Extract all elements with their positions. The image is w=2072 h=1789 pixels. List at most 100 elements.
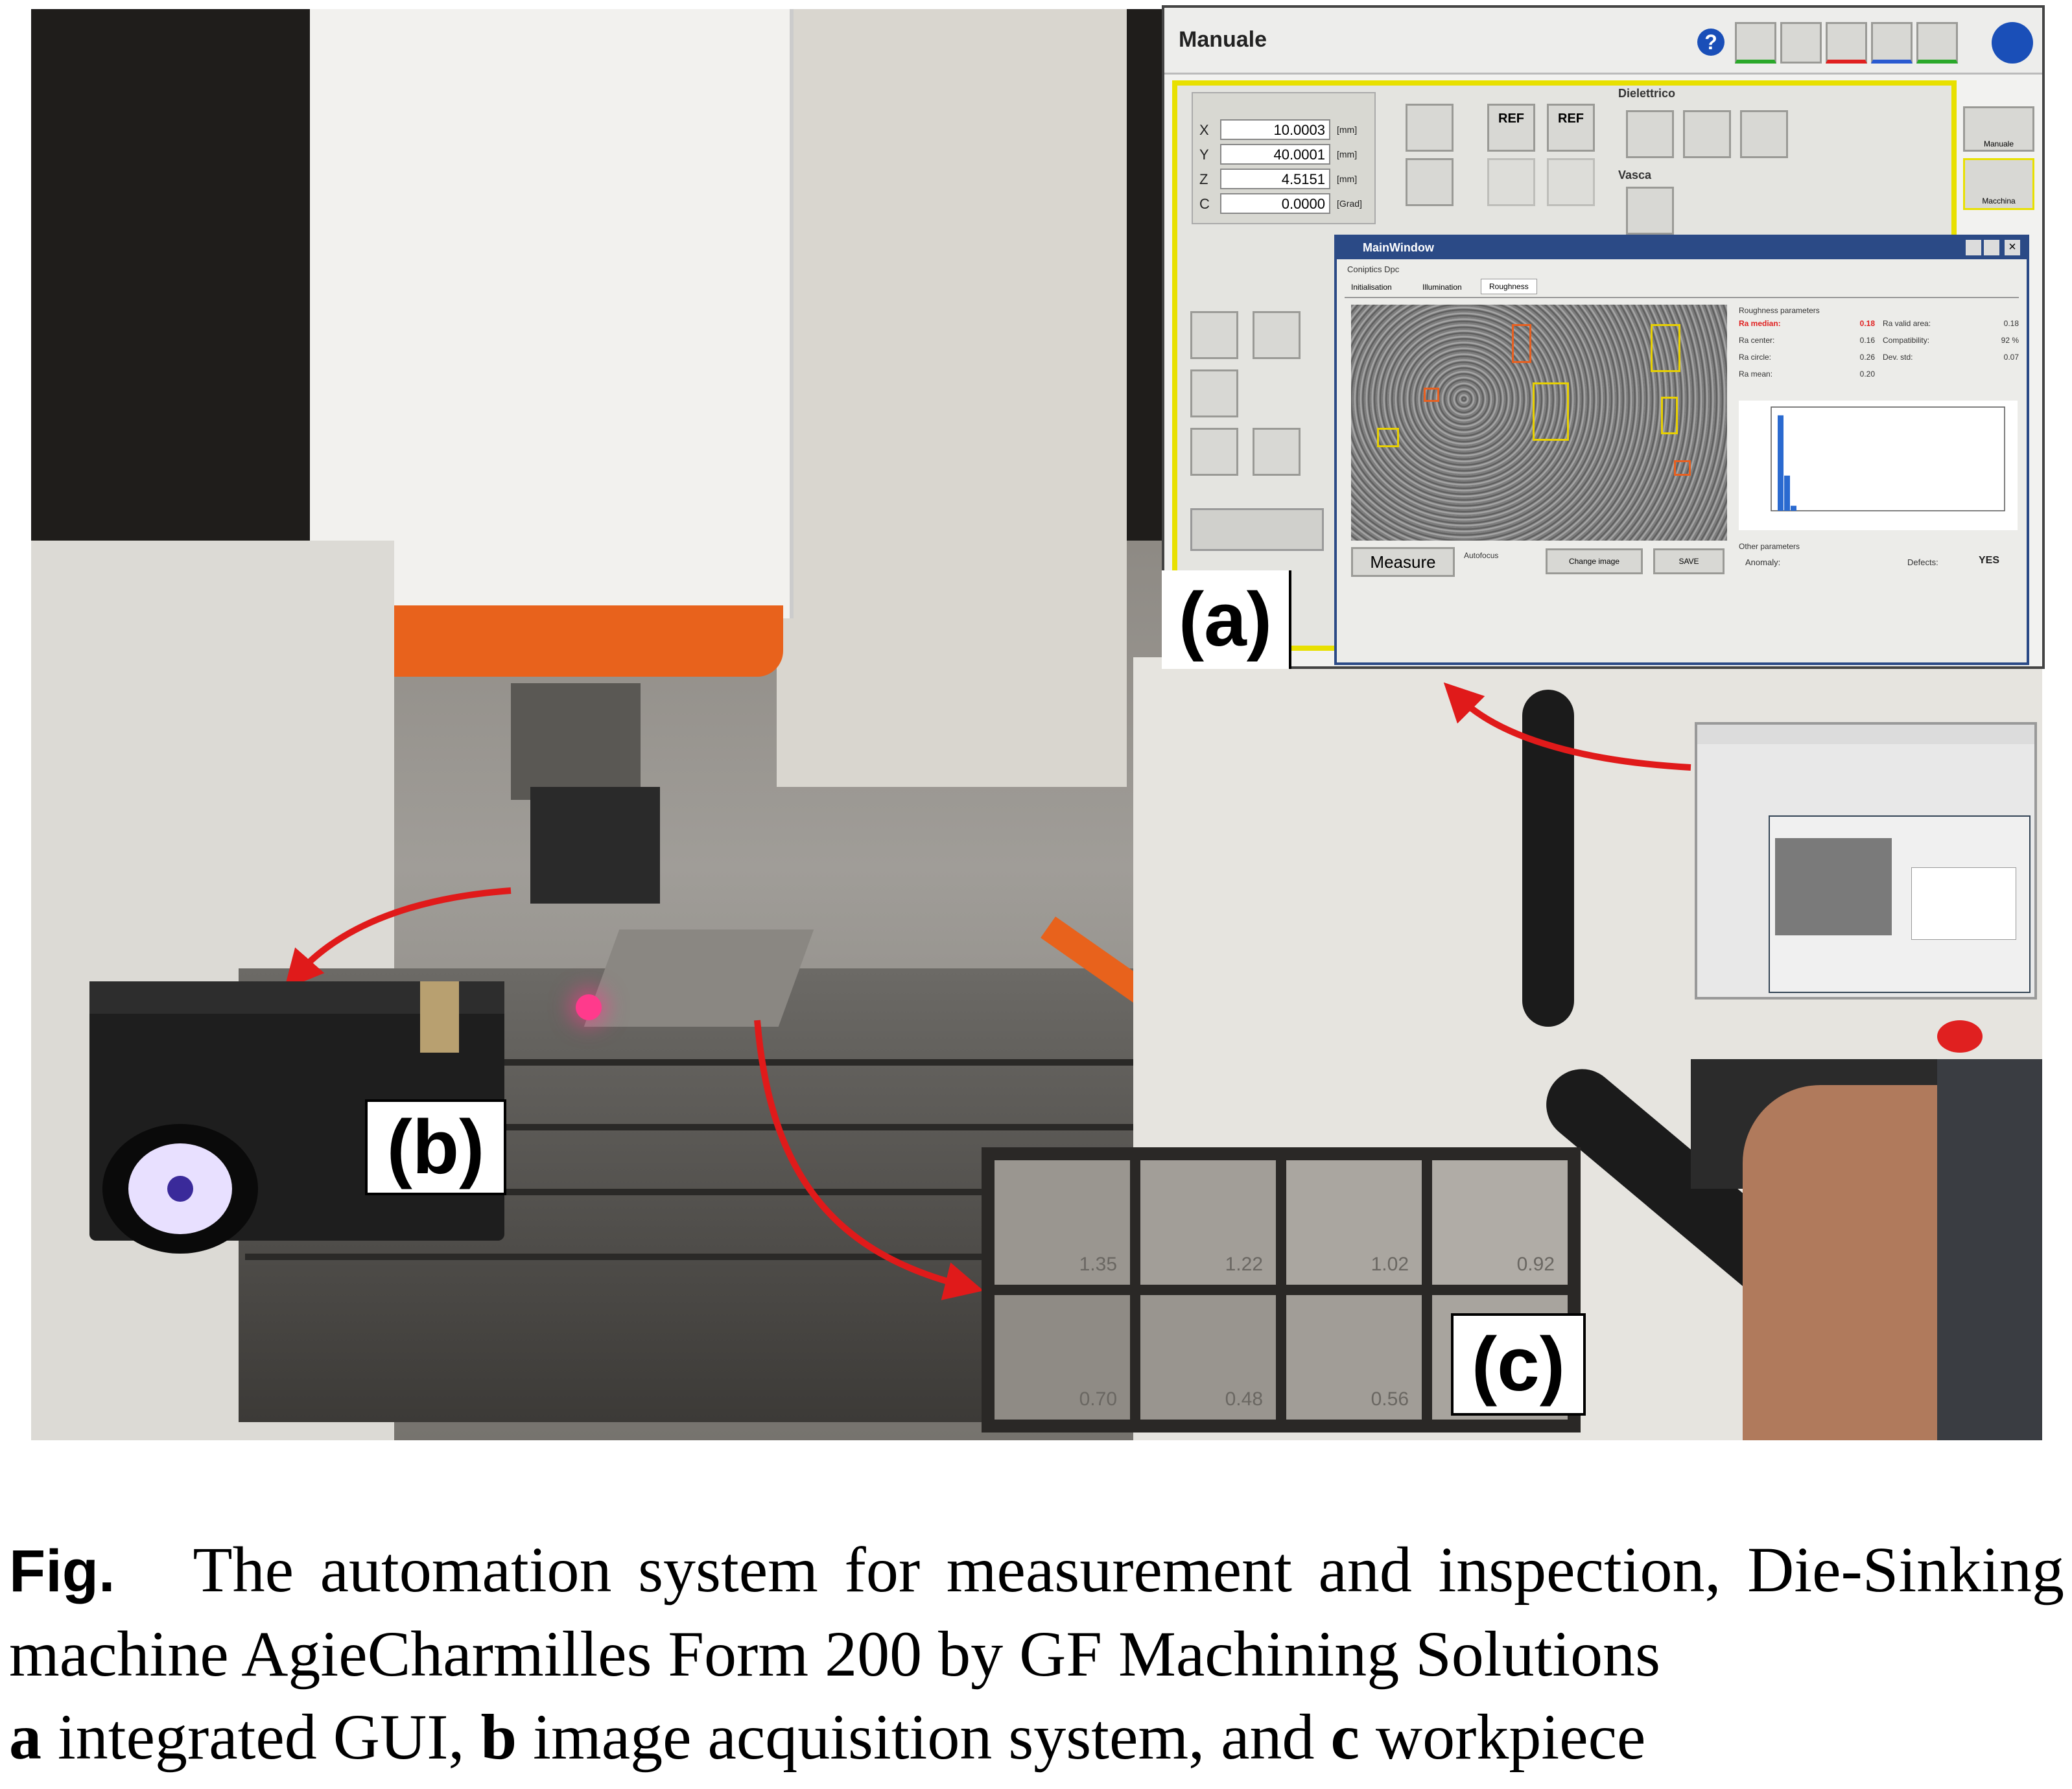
camera-lens xyxy=(167,1176,193,1202)
param-label: Ra median: xyxy=(1739,319,1781,328)
axis-unit: [mm] xyxy=(1337,149,1358,159)
small-monitor-titlebar xyxy=(1697,725,2034,744)
small-monitor-image xyxy=(1775,838,1892,935)
param-row: Compatibility: 92 % xyxy=(1883,336,2019,353)
defects-value: YES xyxy=(1979,555,2000,566)
toolbar-button-3[interactable] xyxy=(1826,22,1867,64)
measure-button[interactable]: Measure xyxy=(1351,547,1455,577)
dielectric-button[interactable] xyxy=(1626,110,1674,158)
workpiece-value: 0.92 xyxy=(1516,1254,1555,1275)
caption-bold-a: a xyxy=(9,1701,41,1773)
sidebar-manuale-button[interactable]: Manuale xyxy=(1963,106,2034,152)
camera-mount xyxy=(530,787,660,904)
maximize-button[interactable] xyxy=(1984,240,1999,255)
vasca-button[interactable] xyxy=(1626,187,1674,235)
autofocus-checkbox[interactable]: Autofocus xyxy=(1464,551,1499,560)
workpiece-cell: 1.35 xyxy=(995,1160,1130,1285)
dielectric-button[interactable] xyxy=(1683,110,1731,158)
sidebar-macchina-button[interactable]: Macchina xyxy=(1963,158,2034,210)
close-button[interactable]: × xyxy=(2005,240,2020,255)
speed-slider[interactable] xyxy=(1190,508,1324,551)
toolbar-button-5[interactable] xyxy=(1916,22,1958,64)
caption-text-b: image acquisition system, and xyxy=(517,1701,1331,1773)
help-icon[interactable]: ? xyxy=(1697,29,1725,56)
param-value: 0.07 xyxy=(2003,353,2019,362)
workpiece-cell: 1.22 xyxy=(1140,1160,1276,1285)
workpiece-cell: 0.56 xyxy=(1286,1295,1422,1420)
minimize-button[interactable] xyxy=(1966,240,1981,255)
axis-row: C 0.0000 [Grad] xyxy=(1198,193,1373,215)
axis-row: X 10.0003 [mm] xyxy=(1198,119,1373,141)
histogram-bar xyxy=(1791,506,1796,511)
annotation-arrows xyxy=(284,682,1691,1300)
axis-row: Y 40.0001 [mm] xyxy=(1198,144,1373,166)
panel-a-label: (a) xyxy=(1162,570,1291,669)
tab-bar: Initialisation Illumination Roughness xyxy=(1345,279,2019,298)
jog-button[interactable] xyxy=(1190,428,1238,476)
emergency-button xyxy=(1937,1020,1983,1053)
caption-bold-b: b xyxy=(480,1701,517,1773)
function-button[interactable] xyxy=(1547,158,1595,206)
jog-button[interactable] xyxy=(1190,311,1238,359)
function-button[interactable] xyxy=(1406,158,1454,206)
jog-button[interactable] xyxy=(1253,311,1301,359)
param-value: 0.26 xyxy=(1859,353,1875,362)
change-image-button[interactable]: Change image xyxy=(1546,548,1643,574)
tab-illumination[interactable]: Illumination xyxy=(1422,283,1462,292)
arrow-to-camera xyxy=(284,887,512,990)
caption-text-c: workpiece xyxy=(1359,1701,1646,1773)
defect-marker xyxy=(1674,460,1691,476)
table-rail xyxy=(245,1124,1192,1130)
vasca-label: Vasca xyxy=(1618,169,1652,181)
ref-button[interactable]: REF xyxy=(1487,104,1535,152)
gui-titlebar: Manuale ? xyxy=(1164,8,2042,75)
histogram-bar xyxy=(1784,475,1790,511)
param-row: Ra valid area: 0.18 xyxy=(1883,319,2019,336)
surface-image xyxy=(1351,305,1727,541)
dielectric-button[interactable] xyxy=(1740,110,1788,158)
function-button[interactable] xyxy=(1406,104,1454,152)
machine-frame xyxy=(777,9,1127,787)
save-button[interactable]: SAVE xyxy=(1653,548,1725,574)
param-row: Ra center: 0.16 xyxy=(1739,336,1875,353)
workpiece-value: 1.02 xyxy=(1371,1254,1409,1275)
main-window-titlebar: MainWindow × xyxy=(1337,237,2027,259)
workpiece-value: 0.56 xyxy=(1371,1388,1409,1410)
param-row: Ra mean: 0.20 xyxy=(1739,369,1875,386)
spindle-head xyxy=(511,683,641,800)
toolbar-button-4[interactable] xyxy=(1871,22,1913,64)
jog-button[interactable] xyxy=(1253,428,1301,476)
toolbar-button-1[interactable] xyxy=(1735,22,1776,64)
app-logo-icon[interactable] xyxy=(1992,22,2033,64)
ref-label: REF xyxy=(1558,111,1584,126)
histogram-axes xyxy=(1771,406,2005,511)
small-monitor xyxy=(1695,722,2037,1000)
workpiece-value: 1.35 xyxy=(1079,1254,1117,1275)
menu-bar[interactable]: Coniptics Dpc xyxy=(1347,264,1400,274)
tab-initialisation[interactable]: Initialisation xyxy=(1351,283,1392,292)
jog-button[interactable] xyxy=(1190,369,1238,417)
arrow-to-gui xyxy=(1443,682,1691,771)
param-row: Ra median: 0.18 xyxy=(1739,319,1875,336)
axis-position-panel: X 10.0003 [mm] Y 40.0001 [mm] Z 4.5151 [… xyxy=(1192,92,1376,224)
gui-title: Manuale xyxy=(1179,27,1267,52)
defects-label: Defects: xyxy=(1907,557,1938,567)
function-button[interactable] xyxy=(1487,158,1535,206)
axis-value: 4.5151 xyxy=(1220,169,1330,189)
axis-value: 40.0001 xyxy=(1220,144,1330,165)
ref-reset-button[interactable]: REF xyxy=(1547,104,1595,152)
panel-b-label: (b) xyxy=(365,1099,506,1195)
axis-unit: [mm] xyxy=(1337,174,1358,184)
toolbar-button-2[interactable] xyxy=(1780,22,1822,64)
axis-value: 10.0003 xyxy=(1220,119,1330,140)
tab-roughness[interactable]: Roughness xyxy=(1481,279,1537,294)
workpiece-cell: 0.92 xyxy=(1432,1160,1568,1285)
axis-label: X xyxy=(1199,122,1209,138)
caption-text-a: integrated GUI, xyxy=(41,1701,481,1773)
axis-unit: [Grad] xyxy=(1337,198,1362,209)
small-monitor-histogram xyxy=(1911,867,2016,940)
axis-label: C xyxy=(1199,196,1210,212)
other-header: Other parameters xyxy=(1739,542,1800,551)
caption-text: The automation system for measurement an… xyxy=(9,1534,2064,1690)
defect-marker xyxy=(1377,428,1399,447)
